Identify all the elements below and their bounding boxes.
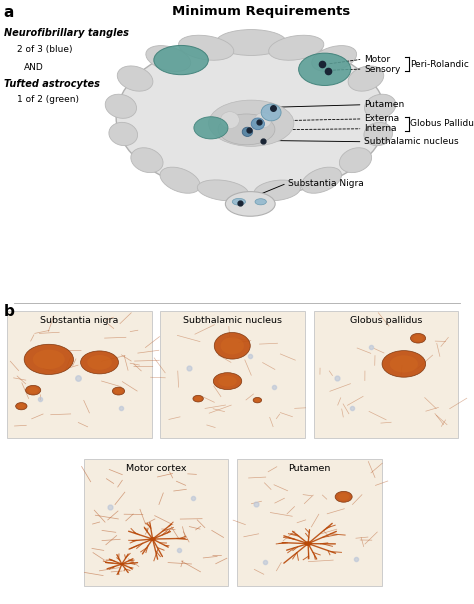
Ellipse shape [301,167,341,193]
Text: Subthalamic nucleus: Subthalamic nucleus [364,137,459,146]
Ellipse shape [195,396,201,401]
Ellipse shape [218,114,275,145]
Ellipse shape [209,100,294,146]
Ellipse shape [131,148,163,173]
Ellipse shape [193,395,203,402]
Ellipse shape [232,198,246,205]
Ellipse shape [390,355,418,373]
Text: Motor cortex: Motor cortex [126,464,186,474]
Ellipse shape [253,397,262,403]
Ellipse shape [261,104,281,121]
FancyBboxPatch shape [160,311,305,438]
Text: Minimum Requirements: Minimum Requirements [172,5,350,18]
Circle shape [120,563,124,565]
Text: Globus pallidus: Globus pallidus [350,316,422,326]
Ellipse shape [255,199,266,205]
Ellipse shape [348,66,384,91]
Text: Motor: Motor [364,54,390,63]
Ellipse shape [299,53,351,86]
Ellipse shape [146,46,191,71]
Ellipse shape [365,94,396,118]
Ellipse shape [112,387,125,395]
Ellipse shape [24,344,73,374]
Ellipse shape [339,148,372,173]
Ellipse shape [255,399,260,402]
Ellipse shape [220,337,244,355]
Ellipse shape [179,35,234,60]
Ellipse shape [16,402,27,410]
Text: b: b [4,304,15,320]
Ellipse shape [413,335,423,341]
Ellipse shape [115,388,122,394]
FancyBboxPatch shape [314,311,458,438]
FancyBboxPatch shape [237,459,382,586]
Text: Subthalamic nucleus: Subthalamic nucleus [183,316,282,326]
Ellipse shape [194,117,228,139]
Text: Substantia Nigra: Substantia Nigra [288,179,364,188]
Text: AND: AND [24,63,44,72]
Ellipse shape [269,35,324,60]
Ellipse shape [28,387,38,393]
Text: Putamen: Putamen [288,464,330,474]
Ellipse shape [218,376,237,387]
Text: a: a [4,5,14,19]
Ellipse shape [335,492,352,503]
Text: Neurofibrillary tangles: Neurofibrillary tangles [4,28,128,37]
Ellipse shape [197,180,248,201]
Text: Substantia nigra: Substantia nigra [40,316,118,326]
FancyBboxPatch shape [7,311,152,438]
Text: Peri-Rolandic: Peri-Rolandic [410,60,469,69]
Text: 2 of 3 (blue): 2 of 3 (blue) [17,45,72,54]
Ellipse shape [116,39,386,196]
Ellipse shape [254,180,301,201]
Ellipse shape [226,191,275,216]
Ellipse shape [216,30,287,56]
Ellipse shape [109,123,137,146]
Ellipse shape [33,350,65,369]
Text: Sensory: Sensory [364,65,401,74]
Ellipse shape [87,355,112,370]
Ellipse shape [251,118,264,130]
Ellipse shape [117,66,153,91]
Ellipse shape [26,385,41,395]
Circle shape [304,541,312,546]
Ellipse shape [364,123,392,146]
Ellipse shape [382,350,426,377]
Ellipse shape [338,493,349,500]
Ellipse shape [81,351,118,374]
Text: Globus Pallidus: Globus Pallidus [410,120,474,128]
Ellipse shape [154,45,209,75]
Ellipse shape [160,167,200,193]
Ellipse shape [255,112,272,128]
Text: Tufted astrocytes: Tufted astrocytes [4,79,100,89]
Ellipse shape [213,373,242,390]
Ellipse shape [220,112,239,129]
Text: Putamen: Putamen [364,100,404,109]
Ellipse shape [214,332,250,359]
Text: 1 of 2 (green): 1 of 2 (green) [17,95,79,104]
Ellipse shape [242,127,253,137]
Ellipse shape [18,404,25,408]
Circle shape [149,537,156,541]
Text: Interna: Interna [364,124,397,133]
Text: Externa: Externa [364,114,399,123]
Ellipse shape [105,94,137,118]
Ellipse shape [312,46,356,71]
Ellipse shape [410,333,426,343]
FancyBboxPatch shape [84,459,228,586]
